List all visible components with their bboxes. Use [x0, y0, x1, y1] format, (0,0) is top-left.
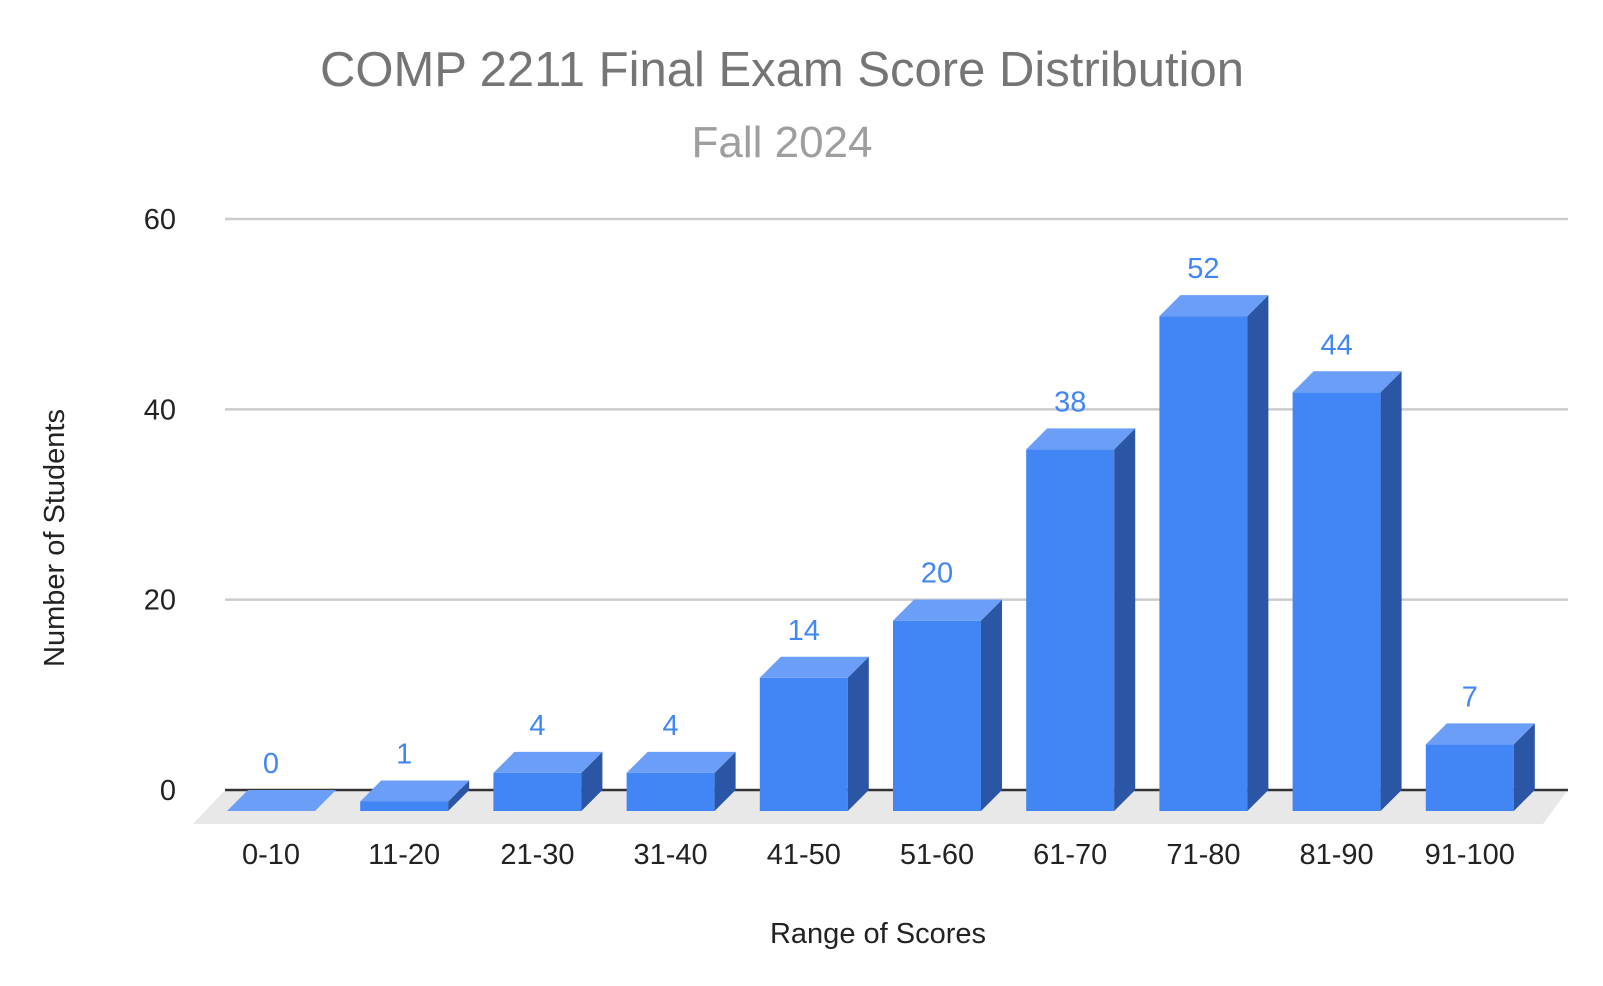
data-label: 38 — [1054, 386, 1086, 418]
y-axis-title: Number of Students — [39, 409, 71, 667]
bar — [1292, 371, 1402, 811]
y-tick-label: 60 — [144, 204, 176, 236]
bar — [1425, 723, 1535, 811]
bar-side — [1380, 371, 1402, 811]
y-axis-ticks: 0 20 40 60 — [144, 204, 176, 807]
x-tick-label: 81-90 — [1300, 839, 1374, 871]
x-tick-label: 91-100 — [1425, 839, 1515, 871]
bar — [1026, 428, 1136, 811]
x-tick-label: 71-80 — [1166, 839, 1240, 871]
data-label: 0 — [263, 748, 279, 780]
x-tick-label: 61-70 — [1033, 839, 1107, 871]
x-tick-label: 51-60 — [900, 839, 974, 871]
data-label: 4 — [529, 710, 545, 742]
y-tick-label: 20 — [144, 585, 176, 617]
x-tick-label: 0-10 — [242, 839, 300, 871]
bar — [493, 751, 603, 811]
bar-top — [227, 790, 336, 811]
chart-subtitle: Fall 2024 — [691, 118, 872, 167]
data-label: 7 — [1462, 681, 1478, 713]
bar-front — [493, 772, 582, 811]
bar-front — [1159, 316, 1248, 811]
data-label: 44 — [1320, 329, 1352, 361]
bar-top — [1425, 723, 1535, 745]
bar-top — [1026, 428, 1136, 450]
bar-front — [626, 772, 715, 811]
data-label: 1 — [396, 738, 412, 770]
bar-front — [360, 801, 449, 811]
y-tick-label: 0 — [160, 775, 176, 807]
data-label: 20 — [921, 558, 953, 590]
bar-top — [626, 751, 736, 773]
x-tick-label: 21-30 — [500, 839, 574, 871]
bar-side — [981, 599, 1002, 811]
bar-top — [759, 656, 869, 678]
bar — [626, 751, 736, 811]
chart-title: COMP 2211 Final Exam Score Distribution — [320, 43, 1244, 97]
bar — [1159, 295, 1269, 812]
bar-top — [1292, 371, 1402, 393]
data-label: 52 — [1187, 253, 1219, 285]
bar-top — [1159, 295, 1269, 317]
data-label: 4 — [663, 710, 679, 742]
bar — [759, 656, 869, 811]
bar — [360, 780, 470, 811]
x-tick-label: 11-20 — [368, 839, 440, 871]
bar-side — [1513, 723, 1535, 811]
x-axis-ticks: 0-10 11-20 21-30 31-40 41-50 51-60 61-70 71-80 8… — [242, 839, 1515, 871]
bar-front — [893, 620, 981, 811]
bar-front — [1425, 744, 1514, 811]
bar-top — [493, 751, 603, 773]
x-axis-title: Range of Scores — [770, 918, 986, 950]
bar-side — [847, 656, 869, 811]
bar-front — [1292, 392, 1381, 811]
bar-side — [581, 751, 603, 811]
bar-side — [714, 751, 736, 811]
bar — [893, 599, 1002, 811]
x-tick-label: 31-40 — [634, 839, 708, 871]
bars — [227, 295, 1535, 812]
bar-front — [1026, 449, 1115, 811]
bar-top — [360, 780, 470, 802]
bar — [227, 790, 336, 811]
x-tick-label: 41-50 — [767, 839, 841, 871]
bar-side — [1114, 428, 1136, 811]
y-tick-label: 40 — [144, 394, 176, 426]
bar-side — [1247, 295, 1269, 812]
bar-front — [759, 677, 848, 811]
bar-side — [448, 780, 470, 811]
data-label: 14 — [788, 615, 820, 647]
bar-top — [893, 599, 1002, 621]
